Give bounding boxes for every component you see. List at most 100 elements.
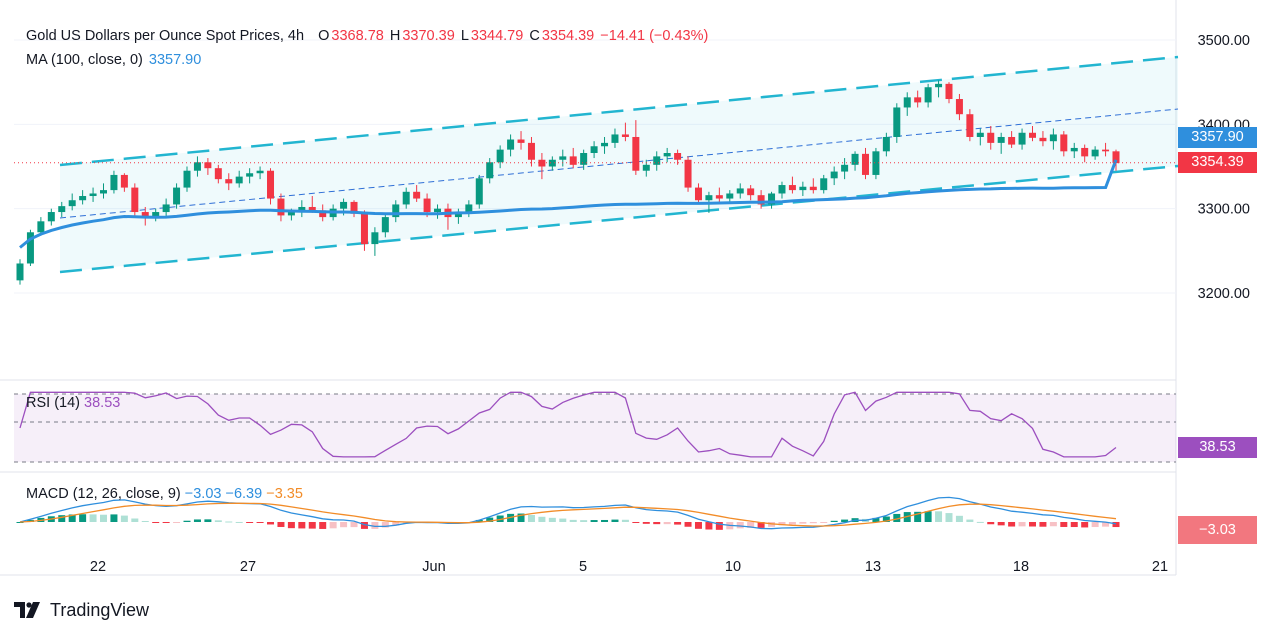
macd-histogram-bar bbox=[319, 522, 327, 529]
rsi-band bbox=[14, 394, 1176, 462]
candle-up bbox=[799, 186, 807, 191]
open-value: 3368.78 bbox=[331, 28, 384, 44]
candle-up bbox=[736, 188, 744, 194]
macd-histogram-bar bbox=[277, 522, 285, 527]
hist-value: −3.35 bbox=[266, 486, 303, 502]
macd-histogram-bar bbox=[235, 521, 243, 523]
candle-up bbox=[590, 146, 598, 154]
candle-up bbox=[486, 162, 494, 179]
rsi-line bbox=[19, 391, 1117, 458]
macd-histogram-bar bbox=[548, 517, 556, 522]
macd-histogram-bar bbox=[1070, 522, 1078, 528]
macd-histogram-bar bbox=[955, 515, 963, 522]
macd-histogram-bar bbox=[945, 513, 953, 522]
candle-down bbox=[267, 170, 275, 199]
channel-upper-line bbox=[59, 55, 1179, 167]
macd-histogram-bar bbox=[538, 516, 546, 522]
candle-up bbox=[454, 212, 462, 218]
candle-down bbox=[674, 153, 682, 160]
candle-down bbox=[141, 212, 149, 218]
candle-up bbox=[68, 200, 76, 207]
candle-up bbox=[548, 159, 556, 167]
macd-histogram-bar bbox=[1060, 522, 1068, 527]
macd-histogram-bar bbox=[308, 522, 316, 529]
candle-up bbox=[893, 107, 901, 137]
macd-histogram-bar bbox=[778, 522, 786, 526]
macd-histogram-bar bbox=[1091, 522, 1099, 528]
macd-histogram-bar bbox=[1112, 522, 1120, 528]
x-tick-label: 22 bbox=[90, 559, 106, 575]
macd-histogram-bar bbox=[642, 522, 650, 524]
macd-histogram-bar bbox=[705, 522, 713, 530]
candle-down bbox=[225, 179, 233, 184]
candle-up bbox=[256, 170, 264, 174]
macd-price-tag: −3.03 bbox=[1178, 516, 1257, 544]
candle-up bbox=[392, 204, 400, 218]
candle-up bbox=[162, 204, 170, 213]
macd-histogram-bar bbox=[788, 522, 796, 525]
candle-up bbox=[47, 212, 55, 222]
candle-up bbox=[173, 187, 181, 205]
macd-histogram-bar bbox=[653, 522, 661, 525]
macd-histogram-bar bbox=[935, 511, 943, 522]
candle-down bbox=[861, 153, 869, 175]
macd-histogram-bar bbox=[559, 518, 567, 522]
macd-histogram-bar bbox=[976, 521, 984, 523]
candle-up bbox=[882, 136, 890, 152]
candle-down bbox=[1060, 134, 1068, 152]
macd-histogram-bar bbox=[1008, 522, 1016, 527]
candle-down bbox=[966, 114, 974, 137]
rsi-price-tag: 38.53 bbox=[1178, 437, 1257, 458]
ma-value: 3357.90 bbox=[148, 52, 202, 68]
candle-up bbox=[475, 178, 483, 205]
macd-histogram-bar bbox=[392, 522, 400, 526]
candle-up bbox=[298, 206, 306, 212]
brand-name: TradingView bbox=[50, 599, 150, 620]
macd-histogram-bar bbox=[674, 522, 682, 525]
candle-up bbox=[89, 193, 97, 197]
chart-title: Gold US Dollars per Ounce Spot Prices, 4… bbox=[26, 28, 305, 44]
candle-down bbox=[214, 168, 222, 180]
macd-histogram-bar bbox=[611, 519, 619, 522]
macd-histogram-bar bbox=[663, 522, 671, 525]
macd-histogram-bar bbox=[340, 522, 348, 528]
candle-down bbox=[747, 188, 755, 196]
candle-up bbox=[496, 149, 504, 163]
candle-up bbox=[58, 206, 66, 213]
macd-histogram-bar bbox=[486, 517, 494, 522]
macd-histogram-bar bbox=[496, 515, 504, 522]
candle-down bbox=[987, 132, 995, 143]
macd-legend: MACD (12, 26, close, 9) −3.03 −6.39 −3.3… bbox=[26, 486, 303, 502]
candle-up bbox=[820, 178, 828, 191]
x-tick-label: 10 bbox=[725, 559, 741, 575]
candle-up bbox=[79, 196, 87, 201]
channel-lower-line bbox=[59, 164, 1179, 274]
candle-up bbox=[246, 173, 254, 177]
candle-up bbox=[903, 97, 911, 108]
macd-histogram-bar bbox=[987, 522, 995, 525]
macd-histogram-bar bbox=[1081, 522, 1089, 528]
candle-up bbox=[935, 83, 943, 88]
y-tick-label: 3500.00 bbox=[1198, 33, 1250, 49]
close-key: C bbox=[529, 28, 540, 44]
macd-histogram-bar bbox=[371, 522, 379, 529]
macd-histogram-bar bbox=[267, 522, 275, 525]
candle-down bbox=[517, 139, 525, 143]
macd-histogram-bar bbox=[924, 511, 932, 522]
macd-histogram-bar bbox=[747, 522, 755, 528]
x-tick-label: 13 bbox=[865, 559, 881, 575]
candle-down bbox=[1039, 137, 1047, 142]
macd-line bbox=[19, 496, 1117, 530]
change-value: −14.41 (−0.43%) bbox=[600, 28, 709, 44]
candle-up bbox=[830, 171, 838, 179]
macd-histogram-bar bbox=[882, 516, 890, 522]
tradingview-logo[interactable]: TradingView bbox=[14, 598, 149, 622]
high-value: 3370.39 bbox=[402, 28, 455, 44]
high-key: H bbox=[389, 28, 401, 44]
rsi-label: RSI (14) bbox=[26, 395, 80, 411]
candle-down bbox=[538, 159, 546, 167]
macd-histogram-bar bbox=[590, 520, 598, 522]
macd-histogram-bar bbox=[120, 515, 128, 522]
candle-up bbox=[601, 142, 609, 147]
candle-up bbox=[37, 221, 45, 233]
